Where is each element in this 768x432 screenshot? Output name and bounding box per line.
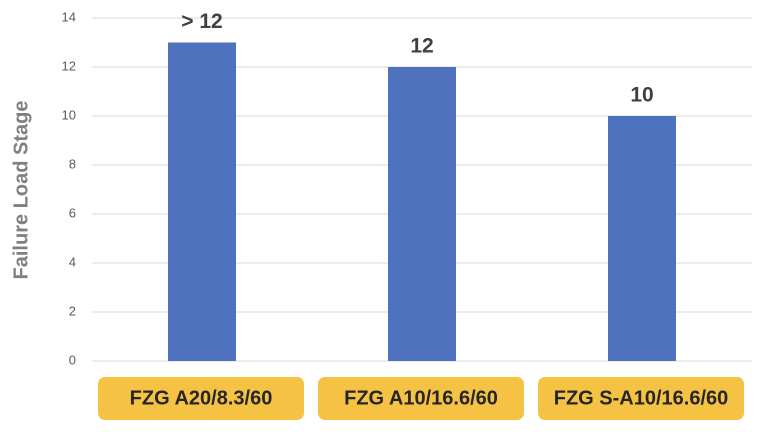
value-label: > 12 [181,10,222,33]
y-tick-label: 2 [69,303,76,318]
y-tick-label: 4 [69,254,76,269]
bar [168,42,236,361]
y-tick-label: 6 [69,205,76,220]
y-tick-label: 10 [62,107,76,122]
bar [608,116,676,361]
y-axis-label: Failure Load Stage [10,101,32,280]
x-tick-label: FZG S-A10/16.6/60 [554,387,729,409]
bar [388,67,456,361]
y-tick-label: 12 [62,58,76,73]
category-box [318,377,524,420]
y-tick-label: 14 [62,9,76,24]
x-tick-label: FZG A20/8.3/60 [130,387,273,409]
y-tick-label: 8 [69,156,76,171]
category-box [98,377,304,420]
x-tick-label: FZG A10/16.6/60 [344,387,498,409]
category-box [538,377,744,420]
y-tick-label: 0 [69,352,76,367]
value-label: 12 [410,35,433,58]
value-label: 10 [630,84,653,107]
